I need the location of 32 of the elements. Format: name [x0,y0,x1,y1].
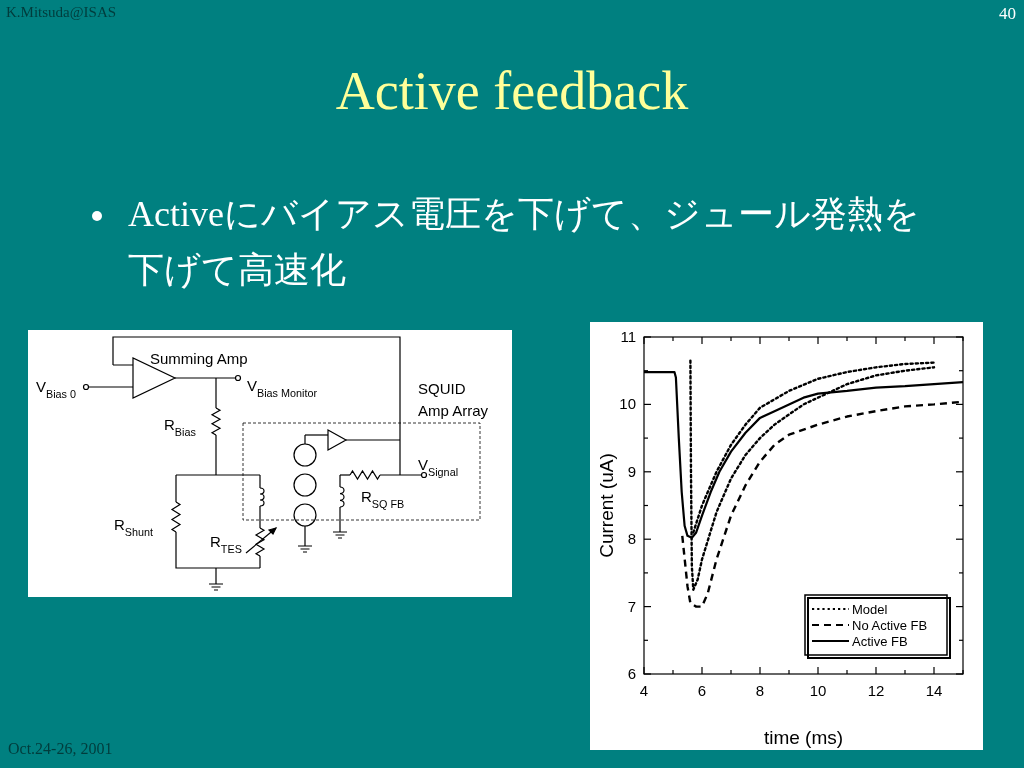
text: V$_{Bias 0}$ [36,378,77,400]
y-axis-title: Current (uA) [596,453,617,558]
x-tick-label: 6 [697,682,707,699]
y-tick-label: 9 [627,462,636,480]
text: Oct.24-26, 2001 [8,740,113,758]
text: 40 [999,4,1016,24]
x-axis-title: time (ms) [763,727,844,748]
legend-label: Model [852,602,888,617]
text: R$_{SQ FB}$ [361,488,405,510]
text: V$_{Bias Monitor}$ [247,377,318,399]
legend-label: No Active FB [852,618,928,633]
legend-label: Active FB [852,634,908,649]
text: Summing Amp [150,350,248,367]
x-tick-label: 12 [867,682,885,699]
text: K.Mitsuda@ISAS [6,4,117,21]
x-tick-label: 8 [755,682,765,699]
text: R$_{Shunt}$ [114,516,154,538]
text: V$_{Signal}$ [418,456,459,478]
text: SQUID [418,380,466,397]
x-tick-label: 10 [809,682,827,699]
text: R$_{TES}$ [210,533,242,555]
y-tick-label: 6 [627,665,636,682]
y-tick-label: 7 [627,597,636,615]
y-tick-label: 8 [627,530,636,548]
x-tick-label: 4 [639,682,649,699]
y-tick-label: 10 [619,395,636,413]
y-tick-label: 11 [620,328,636,345]
text: Amp Array [418,402,489,419]
x-tick-label: 14 [925,682,943,699]
text: R$_{Bias}$ [164,416,196,438]
chart-subtitle: Activeにバイアス電圧を下げて、ジュール発熱を下げて高速化 [128,193,921,292]
chart-title: Active feedback [334,60,690,122]
